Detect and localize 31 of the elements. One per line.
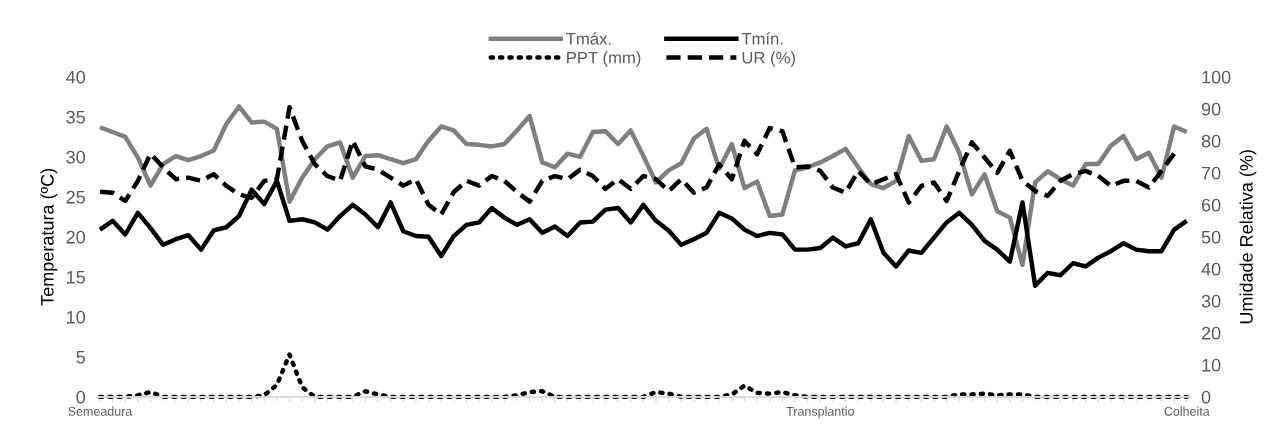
line-series — [97, 352, 1189, 400]
y-axis-title: Temperatura (ºC) — [40, 168, 58, 306]
y-tick-label: 5 — [76, 350, 85, 364]
y-tick-label: 25 — [66, 190, 85, 204]
y-tick-label: 20 — [66, 230, 86, 244]
legend-label: PPT (mm) — [567, 51, 641, 67]
y2-tick-label: 50 — [1201, 230, 1221, 244]
y2-axis-title: Umidade Relativa (%) — [1239, 150, 1257, 324]
y2-tick-label: 80 — [1201, 134, 1221, 148]
y2-tick-label: 70 — [1201, 166, 1221, 180]
x-tick-label: Semeadura — [68, 406, 133, 416]
y2-tick-label: 30 — [1201, 294, 1221, 308]
y2-tick-label: 90 — [1201, 102, 1221, 116]
legend-label: UR (%) — [742, 51, 795, 67]
y-tick-label: 0 — [76, 390, 86, 404]
y2-tick-label: 10 — [1202, 358, 1221, 372]
y2-tick-label: 20 — [1201, 326, 1221, 340]
y2-tick-label: 0 — [1201, 390, 1211, 404]
y2-tick-label: 40 — [1201, 262, 1221, 276]
y-tick-label: 10 — [67, 310, 86, 324]
line-series — [97, 104, 1189, 268]
x-tick-label: Colheita — [1164, 406, 1210, 416]
y-tick-label: 35 — [66, 110, 85, 124]
y-tick-label: 15 — [67, 270, 85, 284]
y-tick-label: 30 — [66, 150, 86, 164]
y2-tick-label: 60 — [1201, 198, 1221, 212]
y-tick-label: 40 — [66, 70, 86, 84]
x-tick-label: Transplantio — [786, 406, 854, 419]
legend-label: Tmáx. — [566, 32, 611, 45]
legend-label: Tmín. — [741, 32, 783, 45]
y2-tick-label: 100 — [1202, 70, 1231, 84]
